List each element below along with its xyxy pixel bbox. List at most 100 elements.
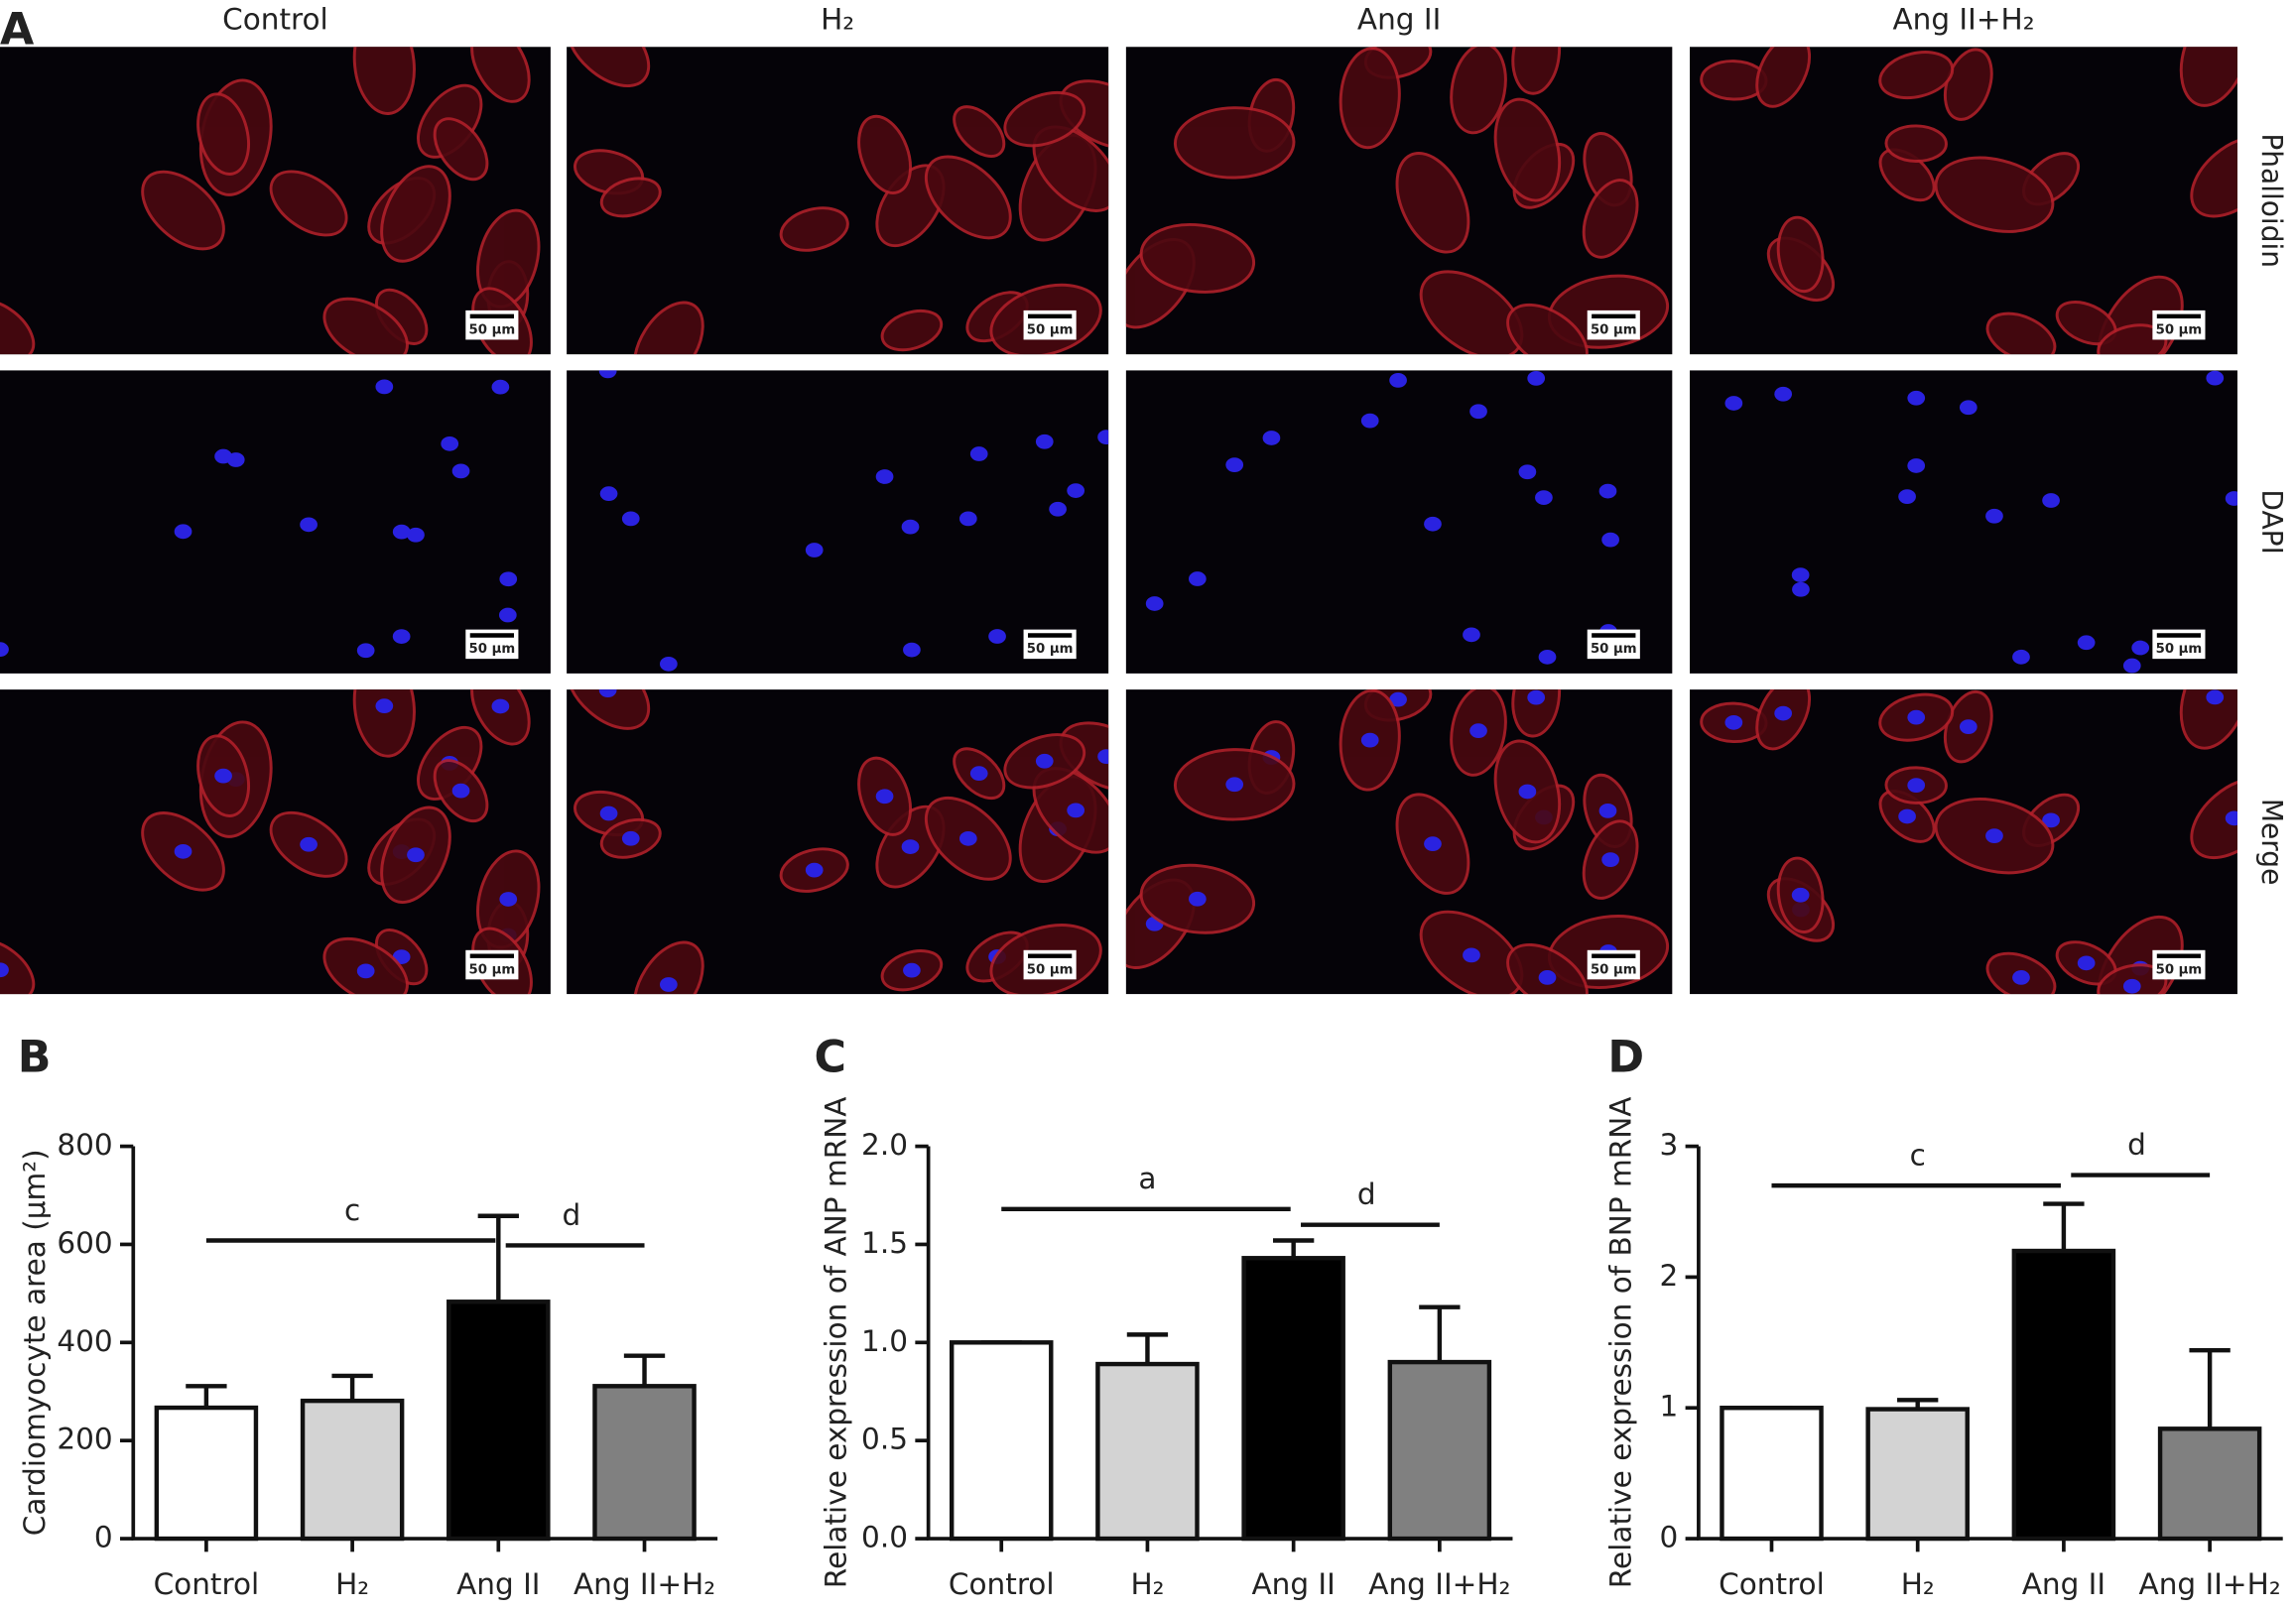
nucleus: [392, 629, 411, 644]
cell: [1985, 311, 2057, 355]
nucleus: [1792, 581, 1810, 597]
nucleus: [1049, 501, 1067, 517]
nucleus: [1389, 691, 1407, 707]
significance-label: a: [1138, 1162, 1156, 1195]
micrograph: 50 μm: [567, 47, 1109, 355]
nucleus: [1389, 373, 1407, 388]
nucleus: [805, 543, 824, 558]
nucleus: [1067, 803, 1085, 818]
nucleus: [901, 839, 920, 854]
significance-label: c: [1910, 1138, 1926, 1172]
cell: [1339, 47, 1401, 150]
cells: [598, 370, 1109, 672]
nucleus: [392, 524, 411, 540]
bar: [300, 1398, 405, 1542]
nucleus: [1527, 689, 1546, 705]
nucleus: [1724, 396, 1743, 411]
cells: [1125, 689, 1670, 995]
cell: [2179, 47, 2237, 107]
nucleus: [1898, 489, 1916, 504]
cell: [352, 47, 416, 115]
x-tick-label: H₂: [1901, 1567, 1935, 1601]
scale-bar-label: 50 μm: [2156, 962, 2203, 977]
image-background: [0, 370, 551, 674]
column-label: H₂: [821, 3, 854, 37]
nucleus: [375, 698, 394, 714]
panel-label: D: [1607, 1032, 1644, 1082]
y-tick-label: 3: [1659, 1128, 1678, 1162]
scale-bar-label: 50 μm: [1027, 642, 1074, 657]
nucleus: [499, 892, 518, 907]
y-tick-label: 2.0: [861, 1128, 908, 1162]
image-background: [1125, 370, 1673, 674]
significance-label: d: [1357, 1177, 1376, 1211]
x-tick-label: Control: [154, 1567, 260, 1601]
nucleus: [1424, 836, 1442, 852]
nucleus: [356, 643, 375, 659]
nucleus: [214, 448, 232, 464]
nucleus: [2077, 955, 2096, 971]
nucleus: [1985, 508, 2003, 524]
cell: [1419, 270, 1524, 355]
nucleus: [0, 642, 9, 658]
nucleus: [2012, 649, 2030, 665]
micrograph: 50 μm: [567, 689, 1109, 995]
nucleus: [1097, 430, 1109, 444]
x-tick-label: H₂: [1130, 1567, 1164, 1601]
micrograph: 50 μm: [1125, 689, 1673, 995]
nucleus: [969, 766, 988, 782]
nucleus: [599, 486, 618, 502]
cell: [433, 117, 489, 182]
nucleus: [903, 962, 921, 978]
nucleus: [1424, 516, 1442, 532]
significance-label: d: [2127, 1128, 2146, 1162]
nucleus: [903, 642, 921, 658]
nucleus: [1538, 970, 1557, 985]
x-tick-label: Ang II: [456, 1567, 540, 1601]
nucleus: [1985, 828, 2003, 844]
nucleus: [498, 607, 517, 623]
nucleus: [1598, 483, 1617, 499]
x-tick-label: Control: [949, 1567, 1055, 1601]
significance-label: d: [563, 1198, 581, 1232]
nucleus: [621, 830, 640, 846]
bar: [1865, 1407, 1970, 1542]
nucleus: [2042, 493, 2060, 508]
cells: [1700, 47, 2237, 355]
y-tick-label: 1: [1659, 1390, 1678, 1424]
cell: [779, 206, 849, 252]
column-label: Ang II: [1357, 3, 1441, 37]
panel-label: C: [815, 1032, 847, 1082]
nucleus: [659, 656, 678, 672]
cell: [0, 299, 36, 355]
significance-label: c: [344, 1193, 360, 1227]
micrograph: 50 μm: [1125, 47, 1673, 355]
nucleus: [1518, 464, 1537, 480]
nucleus: [875, 469, 894, 484]
panel-label: B: [18, 1032, 52, 1082]
scale-bar-label: 50 μm: [469, 323, 516, 338]
nucleus: [1959, 400, 1977, 416]
nucleus: [2131, 640, 2150, 656]
cell: [1511, 47, 1562, 95]
nucleus: [1527, 370, 1546, 386]
micrograph: 50 μm: [1690, 689, 2237, 995]
scale-bar-label: 50 μm: [1591, 323, 1637, 338]
y-tick-label: 1.5: [861, 1226, 908, 1260]
nucleus: [1774, 705, 1793, 721]
cell: [1776, 215, 1825, 294]
y-tick-label: 800: [57, 1128, 112, 1162]
y-tick-label: 0.5: [861, 1423, 908, 1456]
cells: [567, 47, 1109, 355]
image-background: [567, 370, 1109, 674]
cell: [322, 297, 409, 355]
cell: [1878, 51, 1955, 100]
nucleus: [1907, 390, 1926, 406]
nucleus: [1898, 808, 1916, 824]
nucleus: [2122, 978, 2141, 994]
nucleus: [1907, 778, 1926, 794]
cell: [1755, 47, 1812, 108]
bar: [949, 1340, 1054, 1542]
cell: [269, 170, 348, 237]
